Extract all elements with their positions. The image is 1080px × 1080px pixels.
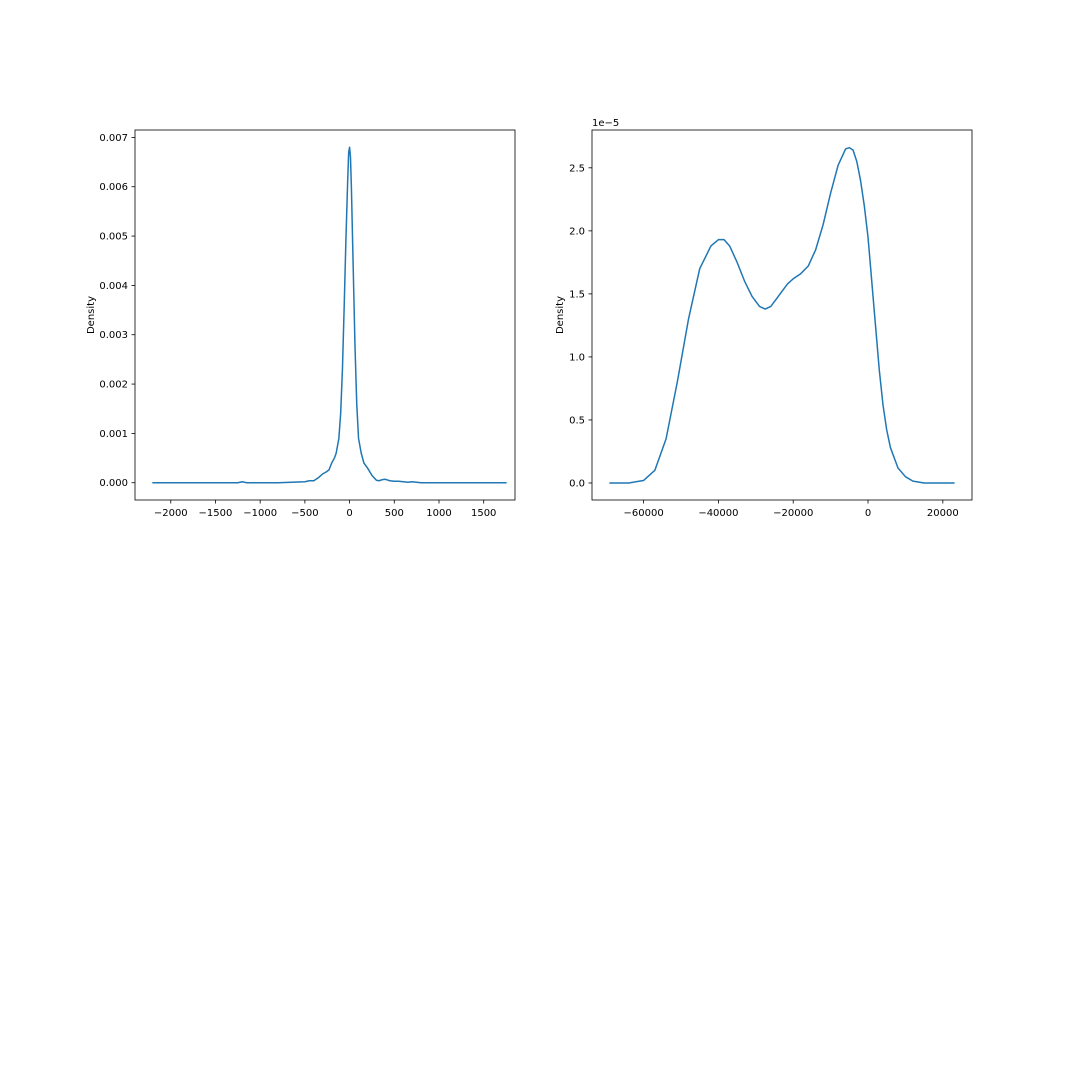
density-line bbox=[609, 146, 955, 484]
y-axis-label: Density bbox=[86, 296, 97, 334]
y-tick-label: 1.5 bbox=[569, 289, 585, 300]
y-tick-label: 0.007 bbox=[99, 133, 128, 144]
y-tick-label: 2.5 bbox=[569, 163, 585, 174]
x-tick-label: 1500 bbox=[471, 508, 496, 519]
y-offset-label: 1e−5 bbox=[592, 118, 619, 129]
y-tick-label: 0.0 bbox=[569, 478, 585, 489]
x-tick-label: −2000 bbox=[154, 508, 188, 519]
x-tick-label: 0 bbox=[346, 508, 352, 519]
x-tick-label: −20000 bbox=[773, 508, 813, 519]
x-tick-label: −1000 bbox=[243, 508, 277, 519]
x-tick-label: −60000 bbox=[624, 508, 664, 519]
y-tick-label: 0.003 bbox=[99, 330, 128, 341]
chart-panel-1: −2000 −1500 −1000 −500 0 500 1000 1500 0.000 0.00… bbox=[86, 129, 516, 519]
y-tick-label: 1.0 bbox=[569, 352, 585, 363]
density-line bbox=[152, 146, 507, 484]
y-tick-label: 0.002 bbox=[99, 380, 128, 391]
chart-panel-2: −60000 −40000 −20000 0 20000 0.0 0.5 1.0 1.5 2.0 2… bbox=[555, 118, 973, 519]
charts-container: −2000 −1500 −1000 −500 0 500 1000 15000.0000.00… bbox=[86, 118, 973, 519]
x-tick-label: 0 bbox=[865, 508, 871, 519]
x-tick-label: 500 bbox=[385, 508, 404, 519]
y-tick-label: 0.006 bbox=[99, 182, 128, 193]
x-tick-label: 20000 bbox=[927, 508, 959, 519]
y-tick-label: 0.005 bbox=[99, 232, 128, 243]
y-tick-label: 2.0 bbox=[569, 226, 585, 237]
axes-frame bbox=[134, 129, 516, 501]
y-axis-label: Density bbox=[555, 296, 566, 334]
y-tick-label: 0.004 bbox=[99, 281, 128, 292]
x-tick-label: −40000 bbox=[698, 508, 738, 519]
x-tick-label: −1500 bbox=[199, 508, 233, 519]
x-tick-label: −500 bbox=[291, 508, 318, 519]
axes-frame bbox=[591, 129, 973, 501]
y-tick-label: 0.000 bbox=[99, 478, 128, 489]
x-tick-label: 1000 bbox=[426, 508, 451, 519]
y-tick-label: 0.5 bbox=[569, 415, 585, 426]
y-tick-label: 0.001 bbox=[99, 429, 128, 440]
